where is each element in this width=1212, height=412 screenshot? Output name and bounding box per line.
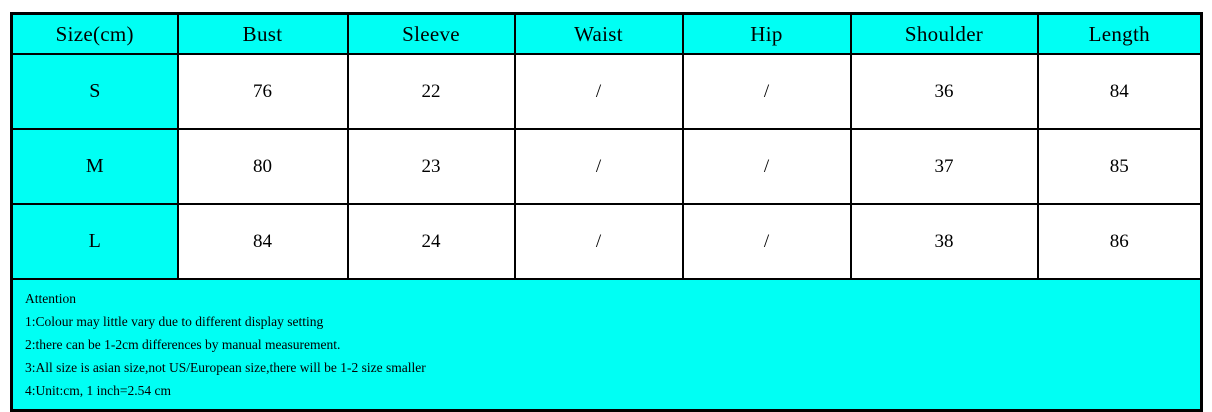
size-label-m: M xyxy=(10,128,179,205)
cell-s-shoulder: 36 xyxy=(849,53,1039,130)
attention-note-2: 2:there can be 1-2cm differences by manu… xyxy=(25,337,341,352)
attention-note-3: 3:All size is asian size,not US/European… xyxy=(25,360,426,375)
attention-note-1: 1:Colour may little vary due to differen… xyxy=(25,314,324,329)
cell-l-waist: / xyxy=(513,203,684,280)
cell-m-sleeve: 23 xyxy=(346,128,516,205)
cell-l-bust: 84 xyxy=(176,203,349,280)
header-length: Length xyxy=(1036,12,1203,55)
attention-note-4: 4:Unit:cm, 1 inch=2.54 cm xyxy=(25,383,171,398)
header-size-cm: Size(cm) xyxy=(10,12,179,55)
table-row-size-s: S 76 22 / / 36 84 xyxy=(10,53,1203,130)
header-waist: Waist xyxy=(513,12,684,55)
attention-panel: Attention 1:Colour may little vary due t… xyxy=(10,278,1203,412)
size-label-s: S xyxy=(10,53,179,130)
cell-l-shoulder: 38 xyxy=(849,203,1039,280)
header-sleeve: Sleeve xyxy=(346,12,516,55)
cell-m-length: 85 xyxy=(1036,128,1203,205)
cell-l-sleeve: 24 xyxy=(346,203,516,280)
header-row: Size(cm) Bust Sleeve Waist Hip Shoulder … xyxy=(10,12,1203,55)
table-row-size-l: L 84 24 / / 38 86 xyxy=(10,203,1203,280)
size-label-l: L xyxy=(10,203,179,280)
cell-s-waist: / xyxy=(513,53,684,130)
cell-s-sleeve: 22 xyxy=(346,53,516,130)
cell-m-shoulder: 37 xyxy=(849,128,1039,205)
header-bust: Bust xyxy=(176,12,349,55)
cell-s-length: 84 xyxy=(1036,53,1203,130)
cell-l-hip: / xyxy=(681,203,852,280)
size-chart-table: Size(cm) Bust Sleeve Waist Hip Shoulder … xyxy=(10,12,1203,412)
cell-s-bust: 76 xyxy=(176,53,349,130)
cell-m-waist: / xyxy=(513,128,684,205)
header-hip: Hip xyxy=(681,12,852,55)
cell-m-bust: 80 xyxy=(176,128,349,205)
attention-row: Attention 1:Colour may little vary due t… xyxy=(10,278,1203,412)
header-shoulder: Shoulder xyxy=(849,12,1039,55)
cell-l-length: 86 xyxy=(1036,203,1203,280)
cell-s-hip: / xyxy=(681,53,852,130)
table-row-size-m: M 80 23 / / 37 85 xyxy=(10,128,1203,205)
cell-m-hip: / xyxy=(681,128,852,205)
attention-title: Attention xyxy=(25,291,76,306)
